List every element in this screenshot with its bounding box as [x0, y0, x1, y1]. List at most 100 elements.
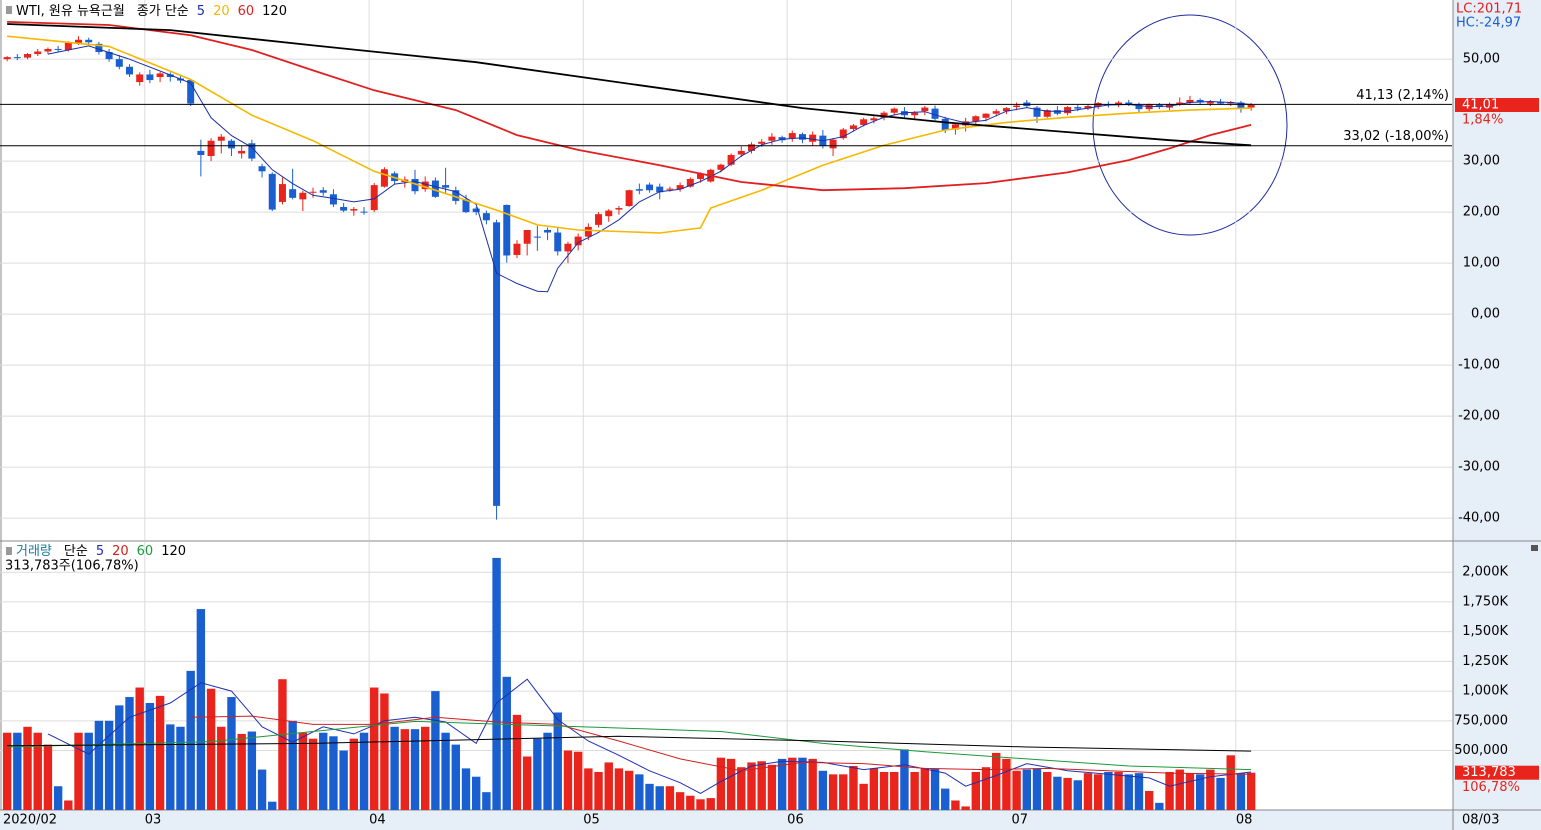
volume-bar [502, 676, 511, 810]
volume-bar [726, 758, 736, 810]
volume-bar [268, 801, 277, 810]
y-tick-label: 0,00 [1471, 307, 1500, 322]
volume-bar [573, 751, 583, 810]
legend-entry: 120 [262, 4, 287, 19]
candle-body [227, 140, 235, 149]
volume-bar [961, 806, 970, 810]
y-tick-label: -20,00 [1458, 409, 1500, 424]
candle-body [768, 136, 776, 141]
candle-body [574, 236, 582, 246]
candle-body [564, 243, 572, 252]
candle-body [870, 118, 878, 121]
candle-body [921, 107, 929, 112]
candle-body [258, 166, 266, 172]
highlight-circle [1092, 14, 1288, 236]
volume-bar [1083, 773, 1093, 810]
volume-bar [1022, 769, 1032, 810]
candle-body [778, 137, 786, 141]
candle-body [931, 108, 939, 119]
candle-body [625, 190, 633, 207]
legend: 거래량 단순 5 20 60 120 [16, 544, 186, 559]
ma-line [190, 715, 1252, 775]
candle-body [1176, 102, 1184, 105]
candle-body [85, 39, 93, 43]
y-tick-label: 1,500K [1462, 624, 1508, 639]
candle-body [595, 214, 603, 225]
candle-body [666, 188, 674, 190]
volume-bar [94, 720, 104, 810]
candle-body [513, 243, 521, 255]
volume-bar [64, 800, 73, 810]
volume-bar [522, 756, 532, 810]
volume-bar [278, 679, 287, 810]
candle-body [747, 144, 755, 151]
volume-bar [298, 732, 308, 810]
panel-button[interactable] [1531, 545, 1538, 551]
y-tick-label: 500,000 [1454, 743, 1508, 758]
candle-body [1002, 108, 1010, 112]
volume-bar [1144, 790, 1154, 810]
candle-body [839, 129, 847, 139]
x-tick-label: 03 [145, 813, 162, 828]
level-label: 33,02 (-18,00%) [1343, 129, 1449, 144]
candle-body [605, 210, 613, 217]
candle-body [829, 139, 837, 149]
candle-body [982, 113, 990, 118]
volume-bar [839, 774, 848, 810]
volume-bar [798, 757, 807, 810]
volume-bar [706, 798, 715, 810]
candle-body [880, 112, 888, 118]
candle-body [156, 73, 164, 77]
volume-bar [349, 738, 359, 810]
volume-bar [308, 738, 318, 810]
volume-bar [23, 726, 32, 810]
candle-body [656, 186, 664, 193]
legend-entry: 5 [197, 4, 205, 19]
candle-body [615, 208, 623, 210]
ratio-label: 106,78% [1462, 780, 1520, 795]
volume-bar [359, 732, 369, 810]
volume-bar [288, 720, 297, 810]
candle-body [635, 189, 643, 191]
candle-body [1074, 107, 1082, 109]
ma-line [7, 735, 1252, 752]
candle-body [788, 133, 796, 139]
candle-body [329, 194, 337, 205]
lc-label: LC:201,71 [1456, 2, 1522, 17]
volume-bar [655, 786, 664, 810]
volume-bar [675, 792, 685, 810]
y-tick-label: 50,00 [1463, 52, 1500, 67]
volume-bar [441, 732, 450, 810]
candle-body [676, 185, 684, 190]
candle-body [972, 116, 980, 122]
y-tick-label: 2,000K [1462, 565, 1508, 580]
candle-body [697, 173, 705, 179]
candle-body [809, 134, 817, 142]
volume-bar [533, 738, 542, 810]
candle-body [452, 190, 460, 201]
volume-bar [1073, 780, 1082, 810]
legend-entry: 120 [161, 544, 186, 559]
volume-bar [135, 687, 144, 810]
candle-body [1053, 110, 1061, 114]
x-tick-label: 05 [583, 813, 600, 828]
candle-body [64, 42, 72, 50]
candle-body [1247, 104, 1255, 108]
volume-bar [370, 687, 379, 810]
volume-bar [747, 762, 756, 810]
volume-bar [43, 744, 53, 810]
volume-bar [849, 766, 858, 810]
volume-bar [53, 786, 63, 810]
candle-body [1237, 102, 1245, 109]
volume-bar [900, 749, 909, 810]
volume-bar [624, 770, 634, 810]
candle-body [1186, 99, 1194, 103]
candle-body [1115, 102, 1123, 106]
legend: WTI, 원유 뉴욕근월 종가 단순 5 20 60 120 [16, 4, 287, 19]
volume-bar [930, 768, 940, 810]
volume-bar [155, 695, 165, 810]
volume-bar [635, 774, 644, 810]
volume-bar [604, 762, 613, 810]
volume-bar [84, 732, 93, 810]
candle-body [289, 189, 297, 198]
